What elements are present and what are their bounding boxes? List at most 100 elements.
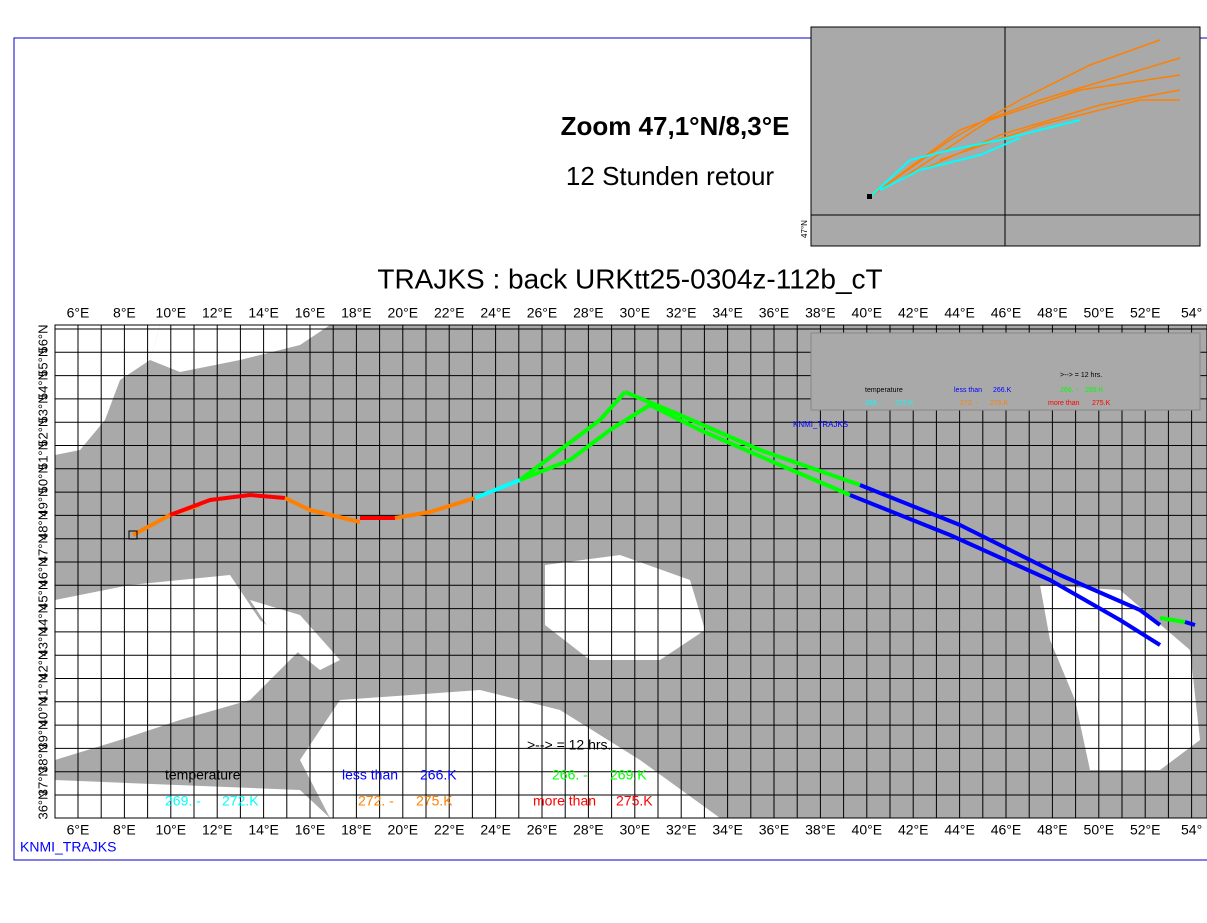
lon-label-bottom: 36°E bbox=[759, 822, 790, 838]
lon-label-top: 8°E bbox=[113, 305, 136, 321]
lon-label-top: 10°E bbox=[156, 305, 187, 321]
lat-label: 37°N bbox=[35, 767, 50, 796]
legend-heading: temperature bbox=[165, 767, 241, 783]
mini-legend-range-from: 266. - bbox=[1060, 387, 1079, 394]
mini-legend-range-to: 266.K bbox=[993, 387, 1012, 394]
lon-label-bottom: 28°E bbox=[573, 822, 604, 838]
lat-label: 38°N bbox=[35, 744, 50, 773]
lon-label-bottom: 18°E bbox=[341, 822, 372, 838]
lon-label-bottom: 8°E bbox=[113, 822, 136, 838]
legend-range-from: less than bbox=[342, 767, 398, 783]
lat-label: 39°N bbox=[35, 721, 50, 750]
mini-legend-range-to: 269.K bbox=[1085, 387, 1104, 394]
lat-label: 46°N bbox=[35, 557, 50, 586]
lon-label-top: 26°E bbox=[527, 305, 558, 321]
lon-label-bottom: 52°E bbox=[1130, 822, 1161, 838]
lon-label-top: 14°E bbox=[248, 305, 279, 321]
lon-label-top: 50°E bbox=[1084, 305, 1115, 321]
footer: KNMI_TRAJKS bbox=[20, 839, 116, 855]
lon-label-top: 52°E bbox=[1130, 305, 1161, 321]
legend-range-to: 266.K bbox=[420, 767, 457, 783]
lat-label: 51°N bbox=[35, 441, 50, 470]
lon-label-top: 22°E bbox=[434, 305, 465, 321]
mini-legend-range-from: less than bbox=[954, 387, 982, 394]
legend-arrow-note: >--> = 12 hrs. bbox=[527, 737, 611, 753]
legend-range-from: 269. - bbox=[165, 793, 201, 809]
lon-label-bottom: 26°E bbox=[527, 822, 558, 838]
lon-label-bottom: 50°E bbox=[1084, 822, 1115, 838]
mini-legend-range-from: 272. - bbox=[960, 400, 979, 407]
lon-label-bottom: 40°E bbox=[852, 822, 883, 838]
lon-label-top: 12°E bbox=[202, 305, 233, 321]
lon-label-top: 44°E bbox=[944, 305, 975, 321]
lon-label-bottom: 12°E bbox=[202, 822, 233, 838]
lon-label-top: 36°E bbox=[759, 305, 790, 321]
lat-label: 45°N bbox=[35, 581, 50, 610]
mini-legend-box bbox=[810, 332, 1201, 411]
legend-range-to: 275.K bbox=[416, 793, 453, 809]
lon-label-top: 30°E bbox=[620, 305, 651, 321]
mini-legend-heading: temperature bbox=[865, 387, 903, 394]
map-title: TRAJKS : back URKtt25-0304z-112b_cT bbox=[377, 263, 882, 294]
lon-label-bottom: 30°E bbox=[620, 822, 651, 838]
lon-label-top: 54° bbox=[1181, 305, 1202, 321]
lon-label-top: 6°E bbox=[67, 305, 90, 321]
lon-label-bottom: 38°E bbox=[805, 822, 836, 838]
lat-label: 48°N bbox=[35, 511, 50, 540]
lon-label-top: 18°E bbox=[341, 305, 372, 321]
lat-label: 56°N bbox=[35, 324, 50, 353]
legend-range-to: 272.K bbox=[222, 793, 259, 809]
lon-label-bottom: 14°E bbox=[248, 822, 279, 838]
lon-label-bottom: 42°E bbox=[898, 822, 929, 838]
lon-label-bottom: 48°E bbox=[1037, 822, 1068, 838]
lon-label-top: 34°E bbox=[712, 305, 743, 321]
mini-legend-range-to: 272.K bbox=[895, 400, 914, 407]
lon-label-bottom: 44°E bbox=[944, 822, 975, 838]
lat-label: 40°N bbox=[35, 697, 50, 726]
lon-label-bottom: 24°E bbox=[480, 822, 511, 838]
lat-label: 36°N bbox=[35, 790, 50, 819]
lat-label: 53°N bbox=[35, 394, 50, 423]
lon-label-bottom: 34°E bbox=[712, 822, 743, 838]
lon-label-top: 40°E bbox=[852, 305, 883, 321]
lon-label-top: 20°E bbox=[388, 305, 419, 321]
mini-legend-range-from: 269. - bbox=[865, 400, 884, 407]
lon-label-top: 38°E bbox=[805, 305, 836, 321]
lat-label: 43°N bbox=[35, 627, 50, 656]
lat-label: 54°N bbox=[35, 371, 50, 400]
frame bbox=[13, 37, 1207, 861]
lon-label-top: 28°E bbox=[573, 305, 604, 321]
zoom-title: Zoom 47,1°N/8,3°E bbox=[561, 111, 790, 141]
zoom-subtitle: 12 Stunden retour bbox=[566, 161, 774, 191]
lat-label: 52°N bbox=[35, 418, 50, 447]
lon-label-bottom: 22°E bbox=[434, 822, 465, 838]
lat-label: 44°N bbox=[35, 604, 50, 633]
trajectories bbox=[128, 390, 1196, 647]
lon-label-top: 48°E bbox=[1037, 305, 1068, 321]
lon-label-bottom: 20°E bbox=[388, 822, 419, 838]
lat-label: 41°N bbox=[35, 674, 50, 703]
lon-label-top: 46°E bbox=[991, 305, 1022, 321]
mini-legend-range-to: 275.K bbox=[990, 400, 1009, 407]
lon-label-top: 24°E bbox=[480, 305, 511, 321]
lat-label: 50°N bbox=[35, 464, 50, 493]
lon-label-top: 16°E bbox=[295, 305, 326, 321]
legend-range-from: more than bbox=[533, 793, 596, 809]
mini-legend-range-from: more than bbox=[1048, 400, 1080, 407]
zoom-inset bbox=[810, 26, 1201, 247]
lon-label-bottom: 6°E bbox=[67, 822, 90, 838]
zoom-lat-label: 47°N bbox=[800, 220, 809, 238]
lon-label-bottom: 32°E bbox=[666, 822, 697, 838]
lon-label-bottom: 46°E bbox=[991, 822, 1022, 838]
lon-label-bottom: 16°E bbox=[295, 822, 326, 838]
lat-label: 42°N bbox=[35, 651, 50, 680]
lat-label: 47°N bbox=[35, 534, 50, 563]
legend-range-to: 269.K bbox=[610, 767, 647, 783]
mini-legend-range-to: 275.K bbox=[1092, 400, 1111, 407]
lon-label-top: 32°E bbox=[666, 305, 697, 321]
mini-legend-arrow-note: >--> = 12 hrs. bbox=[1060, 372, 1102, 379]
lat-label: 55°N bbox=[35, 348, 50, 377]
map-border bbox=[54, 324, 1207, 819]
lon-label-top: 42°E bbox=[898, 305, 929, 321]
